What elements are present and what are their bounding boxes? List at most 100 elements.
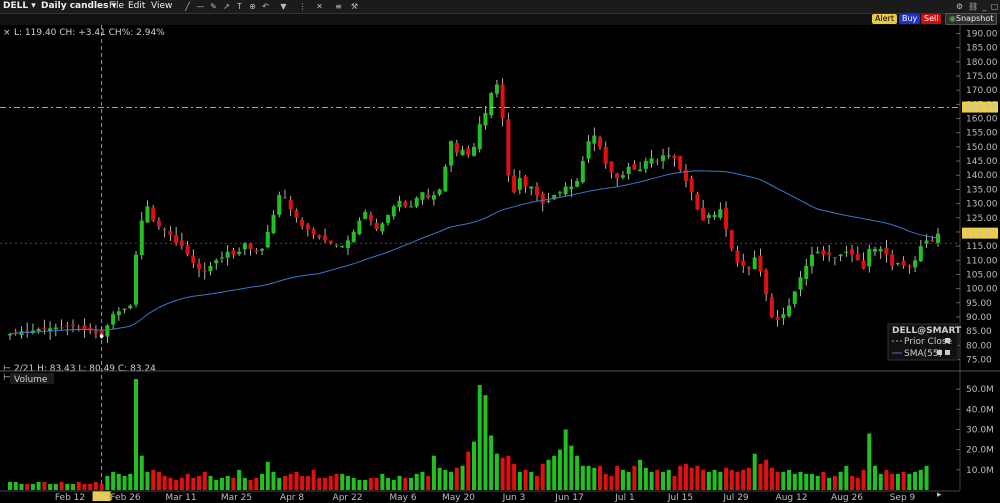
- volume-bar: [208, 475, 213, 490]
- candle-body: [872, 248, 877, 252]
- candle-body: [265, 231, 270, 248]
- buy-button[interactable]: Buy: [899, 14, 921, 24]
- date-tick-label: Mar 25: [221, 493, 252, 503]
- candle-body: [42, 328, 47, 330]
- candle-body: [156, 220, 161, 227]
- candle-body: [460, 149, 465, 156]
- arrow-icon[interactable]: ↗: [223, 2, 230, 11]
- date-tick-label: May 20: [442, 493, 475, 503]
- volume-bar: [575, 455, 580, 490]
- volume-bar: [391, 479, 396, 490]
- candle-body: [48, 328, 53, 332]
- minimize-icon[interactable]: _: [982, 2, 987, 11]
- volume-bar: [649, 471, 654, 490]
- candle-body: [546, 200, 551, 202]
- volume-bar: [300, 475, 305, 490]
- volume-tick-label: 40.0M: [966, 405, 994, 415]
- last-price-tag-bg: [962, 227, 998, 239]
- candle-body: [363, 212, 368, 219]
- hline-icon[interactable]: —: [196, 2, 205, 11]
- candle-body: [706, 214, 711, 218]
- maximize-icon[interactable]: ▢: [990, 2, 999, 11]
- volume-bar: [71, 483, 76, 490]
- price-tick-label: 155.00: [966, 129, 998, 139]
- volume-axis: 10.0M 20.0M 30.0M 40.0M 50.0M: [956, 385, 994, 476]
- undo-icon[interactable]: ↶: [262, 2, 269, 11]
- symbol-selector[interactable]: DELL ▾: [3, 1, 36, 11]
- cross-icon[interactable]: ✕: [316, 2, 323, 11]
- chart-corner-mark: ×: [3, 28, 11, 38]
- candle-body: [890, 254, 895, 266]
- pencil-icon[interactable]: ✎: [210, 2, 217, 11]
- snapshot-button[interactable]: ◉Snapshot: [945, 13, 998, 25]
- volume-bar: [729, 469, 734, 490]
- candle-body: [357, 220, 362, 235]
- volume-bar: [323, 477, 328, 490]
- candle-body: [752, 257, 757, 270]
- legend-checkbox-1[interactable]: [945, 338, 950, 343]
- volume-bar: [827, 477, 832, 490]
- volume-bar: [202, 471, 207, 490]
- menu-file[interactable]: File: [109, 1, 125, 11]
- volume-bar: [557, 449, 562, 490]
- volume-bar: [832, 475, 837, 490]
- fibonacci-icon[interactable]: ⋮: [298, 2, 307, 11]
- candle-body: [506, 119, 511, 176]
- target-icon[interactable]: ⊕: [249, 2, 256, 11]
- link-icon[interactable]: ⛓: [968, 2, 979, 11]
- alert-button[interactable]: Alert: [872, 14, 898, 24]
- candle-body: [122, 308, 127, 310]
- wrench-icon[interactable]: ⚒: [350, 2, 359, 11]
- dropdown-icon[interactable]: ▼: [280, 2, 287, 11]
- volume-bar: [122, 475, 127, 490]
- text-icon[interactable]: T: [237, 2, 242, 11]
- legend-checkbox-2[interactable]: [937, 350, 942, 355]
- menu-view[interactable]: View: [151, 1, 173, 11]
- scroll-right-icon[interactable]: ▸: [937, 490, 942, 500]
- volume-bar: [93, 481, 98, 490]
- volume-bar: [546, 459, 551, 490]
- volume-label-bg: [10, 373, 54, 384]
- candle-body: [271, 214, 276, 234]
- legend-box: DELL@SMART Prior Close SMA(55): [887, 323, 962, 361]
- volume-bar: [907, 473, 912, 490]
- price-tick-label: 175.00: [966, 72, 998, 82]
- candle-body: [632, 164, 637, 170]
- price-tick-label: 110.00: [966, 256, 998, 266]
- legend-checkbox-3[interactable]: [945, 350, 950, 355]
- candle-body: [191, 255, 196, 264]
- candle-body: [174, 235, 179, 244]
- legend-prior-close: Prior Close: [904, 337, 953, 347]
- candle-body: [225, 251, 230, 258]
- price-chart[interactable]: × L: 119.40 CH: +3.41 CH%: 2.94% 75.00 80…: [0, 25, 1000, 503]
- volume-bar: [59, 481, 64, 490]
- candle-body: [741, 260, 746, 266]
- volume-bar: [237, 469, 242, 490]
- draw-line-icon[interactable]: ╱: [185, 2, 190, 11]
- candle-body: [139, 220, 144, 256]
- volume-bar: [231, 477, 236, 490]
- sell-button[interactable]: Sell: [921, 14, 942, 24]
- sma-line: [9, 170, 939, 335]
- legend-title: DELL@SMART: [892, 326, 962, 336]
- candle-body: [729, 230, 734, 249]
- volume-bar: [168, 477, 173, 490]
- candle-body: [512, 175, 517, 193]
- volume-bar: [36, 481, 41, 490]
- volume-bar: [512, 463, 517, 490]
- candle-body: [746, 267, 751, 269]
- volume-bar: [895, 473, 900, 490]
- candle-body: [884, 247, 889, 255]
- volume-bar: [643, 467, 648, 490]
- channel-icon[interactable]: ≡: [335, 2, 342, 11]
- volume-bar: [592, 467, 597, 490]
- period-selector[interactable]: Daily candles ▾: [41, 1, 117, 11]
- volume-bar: [426, 475, 431, 490]
- candle-body: [787, 305, 792, 317]
- candle-body: [386, 214, 391, 223]
- volume-bar: [449, 471, 454, 490]
- settings-icon[interactable]: ⚙: [955, 2, 964, 11]
- volume-bar: [197, 475, 202, 490]
- menu-edit[interactable]: Edit: [128, 1, 146, 11]
- price-tick-label: 90.00: [966, 313, 992, 323]
